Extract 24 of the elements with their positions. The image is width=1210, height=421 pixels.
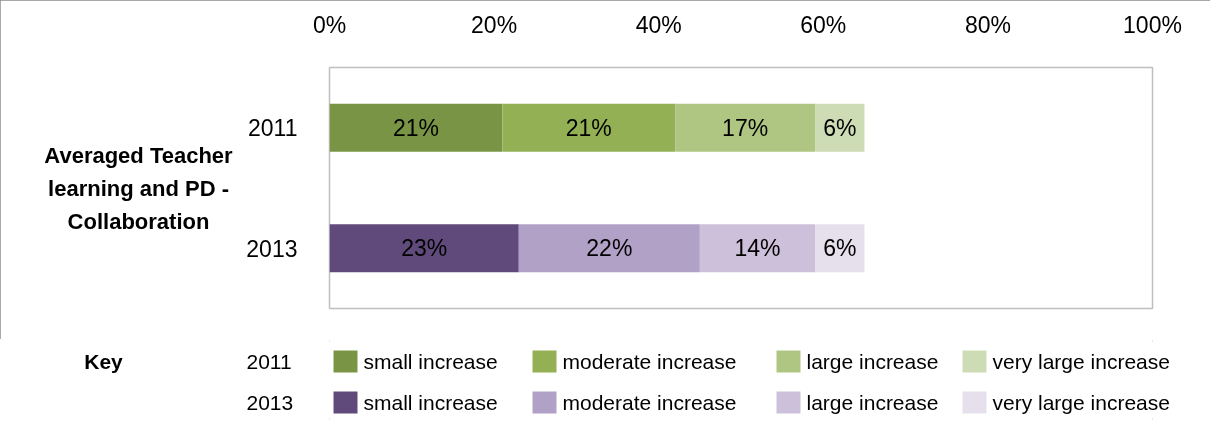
x-tick-label: 60% <box>800 11 847 38</box>
y-axis-title: Averaged Teacher learning and PD - Collaboration <box>44 142 234 234</box>
legend-label: large increase <box>806 350 939 373</box>
legend-title: Key <box>84 350 124 373</box>
text: very large increase <box>992 391 1170 414</box>
data-label: 23% <box>401 235 448 262</box>
data-label: 17% <box>722 114 769 141</box>
legend-label: moderate increase <box>562 350 737 373</box>
text: large increase <box>806 391 939 414</box>
legend-label: very large increase <box>992 350 1170 373</box>
data-label: 6% <box>823 235 857 262</box>
data-label: 22% <box>586 235 633 262</box>
text: small increase <box>363 391 498 414</box>
data-label: 21% <box>392 114 439 141</box>
data-label: 21% <box>565 114 612 141</box>
data-label: 6% <box>823 114 857 141</box>
data-label: 14% <box>734 235 781 262</box>
x-tick-label: 100% <box>1123 11 1182 38</box>
x-tick-label: 0% <box>312 11 347 38</box>
x-tick-label: 80% <box>964 11 1011 38</box>
legend-label: small increase <box>363 350 498 373</box>
text: moderate increase <box>562 391 737 414</box>
x-tick-label: 40% <box>635 11 682 38</box>
x-tick-label: 20% <box>471 11 518 38</box>
